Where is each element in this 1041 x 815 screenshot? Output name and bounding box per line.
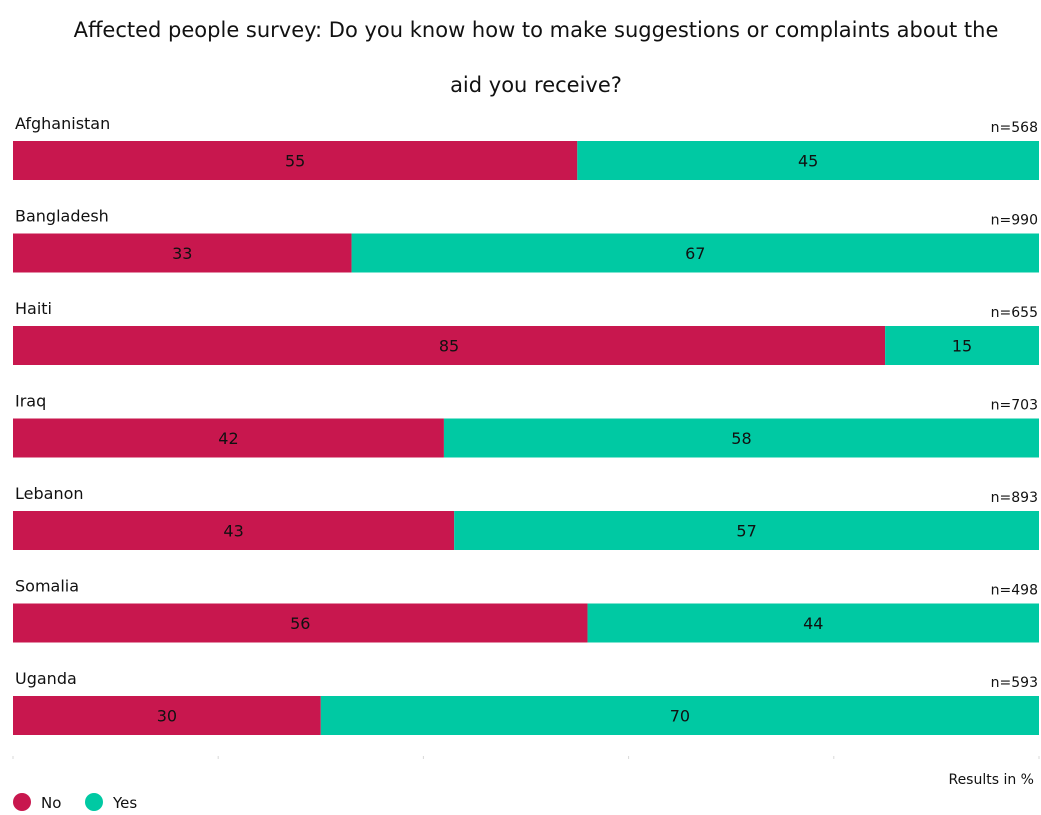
units-note: Results in % <box>948 772 1034 788</box>
bar-segment-yes <box>577 141 1039 180</box>
data-label: 15 <box>952 337 972 356</box>
bar-rows: Afghanistan n=568 55 45 Bangladesh n=990 33 67 H… <box>13 114 1040 735</box>
data-label: 30 <box>157 707 177 726</box>
bar-row: Bangladesh n=990 33 67 <box>13 207 1040 273</box>
bar-segment-no <box>13 511 455 550</box>
data-label: 67 <box>685 244 705 263</box>
bar-segment-no <box>13 326 886 365</box>
data-label: 45 <box>798 152 818 171</box>
chart-title-line-2: aid you receive? <box>450 73 622 97</box>
legend-label: No <box>41 794 61 812</box>
category-label: Haiti <box>15 299 52 318</box>
bar-row: Iraq n=703 42 58 <box>13 392 1039 458</box>
legend-swatch-no <box>13 793 31 811</box>
category-label: Lebanon <box>15 484 84 503</box>
bar-row: Lebanon n=893 43 57 <box>13 484 1039 550</box>
bar-segment-no <box>13 141 578 180</box>
sample-size-label: n=593 <box>991 675 1038 691</box>
data-label: 58 <box>731 429 751 448</box>
bar-segment-no <box>13 603 588 643</box>
bar-segment-no <box>13 233 352 273</box>
category-label: Somalia <box>15 577 79 596</box>
category-label: Afghanistan <box>15 114 110 133</box>
sample-size-label: n=498 <box>991 583 1038 599</box>
sample-size-label: n=893 <box>991 490 1038 506</box>
category-label: Bangladesh <box>15 207 109 226</box>
bar-segment-yes <box>351 233 1040 273</box>
bar-row: Afghanistan n=568 55 45 <box>13 114 1039 180</box>
bar-segment-yes <box>454 511 1039 550</box>
data-label: 42 <box>218 429 238 448</box>
data-label: 55 <box>285 152 305 171</box>
data-label: 43 <box>223 522 243 541</box>
data-label: 70 <box>670 707 690 726</box>
sample-size-label: n=655 <box>991 305 1038 321</box>
sample-size-label: n=990 <box>991 213 1038 229</box>
data-label: 85 <box>439 337 459 356</box>
category-label: Iraq <box>15 392 46 411</box>
legend-swatch-yes <box>85 793 103 811</box>
bar-row: Uganda n=593 30 70 <box>13 669 1039 735</box>
category-label: Uganda <box>15 669 77 688</box>
bar-segment-yes <box>443 418 1039 458</box>
bar-segment-yes <box>885 326 1039 365</box>
sample-size-label: n=703 <box>991 398 1038 414</box>
bar-segment-yes <box>320 696 1039 735</box>
data-label: 44 <box>803 614 823 633</box>
bar-segment-no <box>13 418 444 458</box>
sample-size-label: n=568 <box>991 120 1038 136</box>
chart-title-line-1: Affected people survey: Do you know how … <box>74 18 999 42</box>
legend-label: Yes <box>112 794 137 812</box>
data-label: 33 <box>172 244 192 263</box>
bar-row: Somalia n=498 56 44 <box>13 577 1039 643</box>
data-label: 57 <box>736 522 756 541</box>
data-label: 56 <box>290 614 310 633</box>
legend: No Yes <box>13 793 137 812</box>
axis-ticks <box>12 756 1040 759</box>
bar-segment-yes <box>587 603 1039 643</box>
bar-row: Haiti n=655 85 15 <box>13 299 1039 365</box>
bar-segment-no <box>13 696 321 735</box>
